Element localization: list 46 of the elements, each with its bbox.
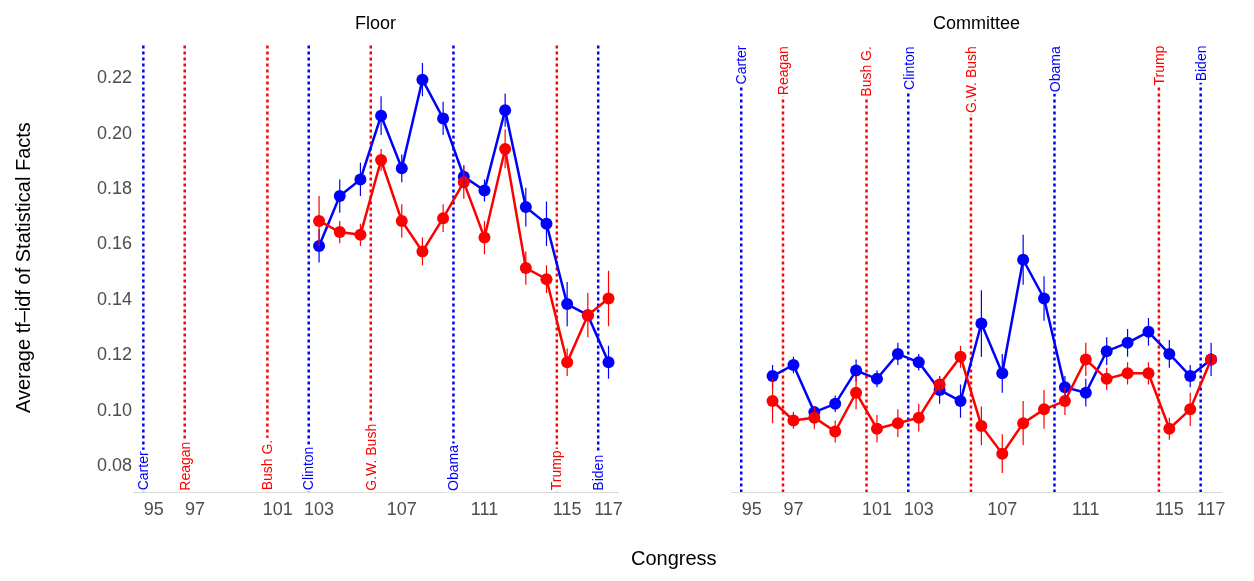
ref-line-label: Clinton <box>300 446 317 491</box>
x-tick-label: 101 <box>861 499 892 520</box>
x-tick-label: 103 <box>903 499 934 520</box>
ref-line-label: Clinton <box>900 46 917 90</box>
chart-title: Floor <box>355 13 397 33</box>
ref-line-label: Reagan <box>774 46 791 96</box>
ref-line-label: Trump <box>1151 45 1168 86</box>
x-tick-label: 97 <box>783 499 804 520</box>
x-tick-label: 117 <box>1196 499 1226 520</box>
x-tick-label: 97 <box>185 499 206 520</box>
x-tick-label: 115 <box>552 499 582 520</box>
ref-line-label: Obama <box>444 444 461 491</box>
y-tick-label: 0.12 <box>96 344 132 365</box>
x-tick-label: 107 <box>987 499 1018 520</box>
x-tick-label: 107 <box>386 499 417 520</box>
ref-line-label: Bush G. <box>858 46 875 97</box>
ref-line-label: Biden <box>589 454 606 491</box>
ref-line-label: Trump <box>548 450 565 491</box>
ref-line-label: Carter <box>733 45 750 85</box>
ref-line-label: G.W. Bush <box>362 423 379 491</box>
chart-title: Committee <box>933 13 1021 33</box>
x-tick-label: 111 <box>470 499 499 520</box>
point <box>519 262 532 275</box>
y-tick-label: 0.10 <box>96 399 132 420</box>
x-tick-label: 117 <box>594 499 623 520</box>
point <box>561 298 574 311</box>
x-tick-label: 103 <box>304 499 335 520</box>
ref-line-label: Biden <box>1193 45 1210 82</box>
x-tick-label: 95 <box>143 499 164 520</box>
x-tick-label: 95 <box>741 499 762 520</box>
ref-line-label: Bush G. <box>259 439 276 491</box>
x-tick-label: 115 <box>1154 499 1184 520</box>
y-tick-label: 0.18 <box>96 178 132 199</box>
y-tick-label: 0.14 <box>96 288 132 309</box>
x-axis-title: Congress <box>631 547 717 569</box>
ref-line-label: Reagan <box>176 441 193 491</box>
ref-line-label: Carter <box>135 451 152 491</box>
y-tick-label: 0.20 <box>96 122 132 143</box>
y-tick-label: 0.08 <box>96 455 132 476</box>
y-tick-label: 0.16 <box>96 233 132 254</box>
ref-line-label: G.W. Bush <box>962 46 979 114</box>
x-tick-label: 111 <box>1072 499 1100 520</box>
y-axis-title: Average tf–idf of Statistical Facts <box>11 122 34 414</box>
y-tick-label: 0.22 <box>96 67 132 88</box>
ref-line-label: Obama <box>1046 46 1063 93</box>
x-tick-label: 101 <box>262 499 293 520</box>
